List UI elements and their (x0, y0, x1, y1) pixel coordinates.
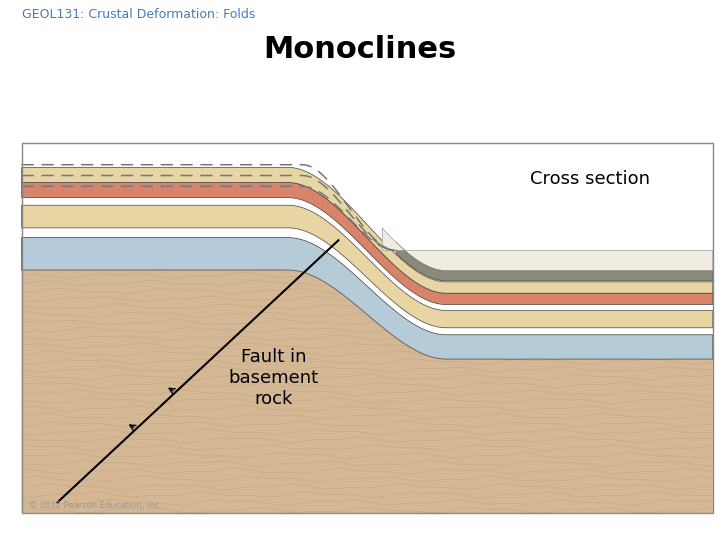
Polygon shape (22, 167, 713, 293)
Polygon shape (22, 238, 713, 513)
Text: Fault in
basement
rock: Fault in basement rock (228, 348, 319, 408)
Text: Monoclines: Monoclines (264, 35, 456, 64)
Text: Cross section: Cross section (531, 170, 650, 188)
Polygon shape (382, 228, 713, 271)
Polygon shape (22, 238, 713, 359)
Polygon shape (396, 242, 713, 281)
Bar (22, 143, 713, 513)
Polygon shape (22, 183, 713, 305)
Text: GEOL131: Crustal Deformation: Folds: GEOL131: Crustal Deformation: Folds (22, 8, 255, 21)
Polygon shape (22, 205, 713, 328)
Text: © 2012 Pearson Education, Inc.: © 2012 Pearson Education, Inc. (29, 501, 162, 510)
